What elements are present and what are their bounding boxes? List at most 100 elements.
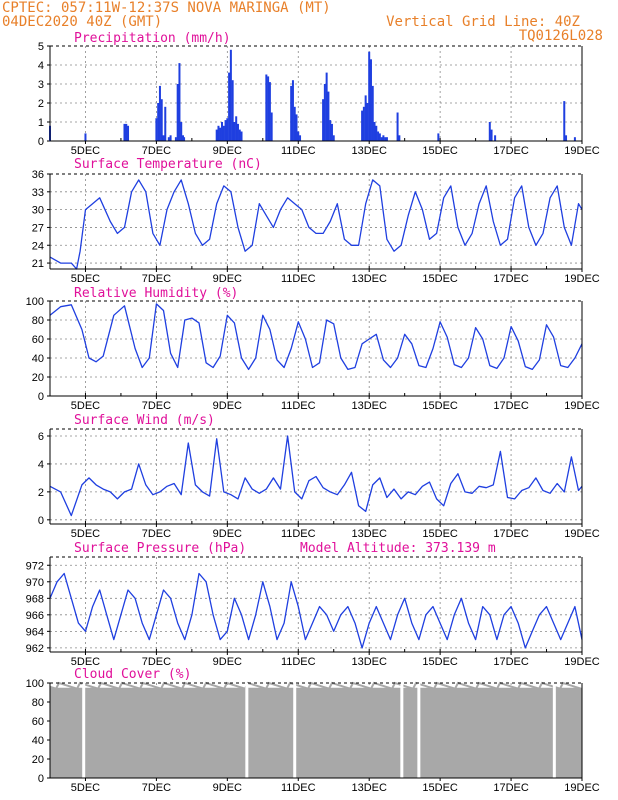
- cloud-xtick-label: 17DEC: [493, 782, 529, 794]
- precip-xtick-label: 15DEC: [422, 145, 458, 157]
- rh-ytick-label: 60: [32, 334, 44, 346]
- wind-xtick-label: 5DEC: [71, 528, 100, 540]
- temp-xtick-label: 19DEC: [564, 273, 600, 285]
- precip-bar: [240, 131, 243, 141]
- temp-xtick-label: 9DEC: [213, 273, 242, 285]
- cloud-ytick-label: 100: [26, 678, 44, 690]
- wind-xtick-label: 9DEC: [213, 528, 242, 540]
- altitude-annotation: Model Altitude: 373.139 m: [300, 541, 496, 556]
- press-ytick-label: 970: [26, 577, 44, 589]
- precip-bar: [157, 103, 160, 141]
- precip-bar: [380, 137, 383, 141]
- precip-bar: [215, 129, 218, 141]
- precip-bar: [322, 99, 325, 141]
- cloud-ytick-label: 60: [32, 716, 44, 728]
- precip-bar: [183, 137, 186, 141]
- temp-ytick-label: 27: [32, 222, 44, 234]
- press-xtick-label: 9DEC: [213, 656, 242, 668]
- precip-bar: [182, 135, 184, 141]
- cloud-gap: [552, 683, 556, 778]
- rh-ytick-label: 0: [38, 391, 44, 403]
- precip-bar: [364, 95, 367, 141]
- cloud-xtick-label: 9DEC: [213, 782, 242, 794]
- precip-bar: [373, 122, 376, 141]
- cloud-title: Cloud Cover (%): [74, 667, 191, 682]
- press-ytick-label: 964: [26, 626, 44, 638]
- temp-ytick-label: 24: [32, 240, 44, 252]
- precip-bar: [174, 137, 177, 141]
- precip-bar: [490, 129, 493, 141]
- precip-bar: [295, 114, 298, 141]
- temp-ytick-label: 30: [32, 205, 44, 217]
- temp-panel: 21 24 27 30 33 36 5DEC 7DEC 9DEC 11DEC 13DEC 15DEC 1…: [32, 169, 600, 285]
- precip-bar: [437, 133, 440, 141]
- precip-bar: [164, 106, 167, 141]
- wind-xtick-label: 17DEC: [493, 528, 529, 540]
- cloud-panel: 0 20 40 60 80 100 5DEC 7DEC 9DEC 11DEC 13DEC 15DEC 1…: [26, 678, 600, 794]
- precip-bar: [217, 125, 220, 141]
- precip-bar: [366, 103, 369, 141]
- precip-bar: [222, 125, 225, 141]
- precip-bar: [235, 116, 238, 141]
- precip-xtick-label: 17DEC: [493, 145, 529, 157]
- precip-bar: [162, 135, 165, 141]
- rh-ytick-label: 80: [32, 315, 44, 327]
- precip-bar: [362, 106, 365, 141]
- precip-bar: [293, 106, 296, 141]
- wind-series-line: [49, 435, 583, 517]
- temp-xtick-label: 11DEC: [281, 273, 316, 285]
- temp-xtick-label: 5DEC: [71, 273, 100, 285]
- precip-bar: [267, 76, 270, 141]
- cloud-xtick-label: 11DEC: [281, 782, 316, 794]
- precip-bar: [378, 133, 381, 141]
- precip-bar: [180, 122, 183, 141]
- precip-bar: [265, 74, 268, 141]
- precip-bar: [270, 112, 273, 141]
- rh-ytick-label: 40: [32, 353, 44, 365]
- precip-bar: [368, 51, 371, 142]
- precip-bar: [398, 135, 401, 141]
- precip-ytick-label: 0: [38, 136, 44, 148]
- precip-bar: [176, 84, 179, 141]
- rh-xtick-label: 17DEC: [493, 400, 529, 412]
- wind-panel: 0 2 4 6 5DEC 7DEC 9DEC 11DEC 13DEC 15DEC 17DEC 19DE…: [38, 428, 600, 540]
- precip-bar: [396, 112, 399, 141]
- press-xtick-label: 19DEC: [564, 656, 600, 668]
- precip-bar: [219, 127, 222, 141]
- precip-bar: [330, 123, 333, 141]
- precip-xtick-label: 7DEC: [142, 145, 171, 157]
- press-xtick-label: 7DEC: [142, 656, 171, 668]
- precip-ytick-label: 4: [38, 60, 44, 72]
- precip-bar: [375, 125, 378, 141]
- precip-bar: [228, 72, 231, 141]
- wind-xtick-label: 13DEC: [351, 528, 387, 540]
- precip-xtick-label: 5DEC: [71, 145, 100, 157]
- precip-bar: [327, 91, 330, 141]
- rh-ytick-label: 20: [32, 372, 44, 384]
- wind-ytick-label: 4: [38, 459, 44, 471]
- precip-bar: [268, 82, 271, 141]
- cloud-gap: [400, 683, 404, 778]
- cloud-xtick-label: 13DEC: [351, 782, 387, 794]
- precip-bar: [84, 133, 87, 141]
- precip-bar: [563, 101, 566, 141]
- temp-title: Surface Temperature (nC): [74, 157, 262, 172]
- press-xtick-label: 15DEC: [422, 656, 458, 668]
- precip-bar: [221, 122, 224, 141]
- precip-bar: [178, 63, 181, 141]
- wind-xtick-label: 15DEC: [422, 528, 458, 540]
- precip-xtick-label: 19DEC: [564, 145, 600, 157]
- header-model: TQ0126L028: [519, 28, 603, 44]
- wind-xtick-label: 7DEC: [142, 528, 171, 540]
- press-ytick-label: 972: [26, 560, 44, 572]
- precip-bar: [297, 131, 300, 141]
- pressure-title: Surface Pressure (hPa): [74, 541, 246, 556]
- press-ytick-label: 966: [26, 610, 44, 622]
- rh-series-line: [49, 303, 583, 371]
- press-xtick-label: 11DEC: [281, 656, 316, 668]
- cloud-xtick-label: 19DEC: [564, 782, 600, 794]
- precip-bar: [127, 125, 130, 141]
- precip-bar: [573, 137, 576, 141]
- precip-bar: [323, 84, 326, 141]
